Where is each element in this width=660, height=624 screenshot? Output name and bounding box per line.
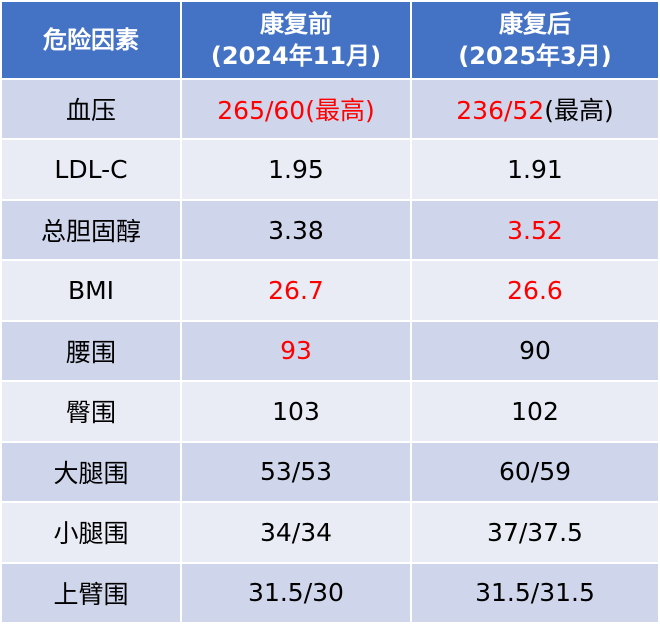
table-row-thigh: 大腿围 53/53 60/59 [2, 442, 658, 502]
cell-factor: 上臂围 [2, 563, 180, 622]
cell-after: 26.6 [412, 261, 658, 320]
cell-before: 34/34 [182, 503, 410, 562]
header-risk-factor-label: 危险因素 [43, 26, 139, 54]
header-after-rehab: 康复后 (2025年3月) [412, 2, 658, 78]
cell-after: 37/37.5 [412, 503, 658, 562]
cell-before: 31.5/30 [182, 563, 410, 622]
table-row-calf: 小腿围 34/34 37/37.5 [2, 503, 658, 562]
cell-before: 93 [182, 321, 410, 381]
header-risk-factor: 危险因素 [2, 2, 180, 78]
table-row-bmi: BMI 26.7 26.6 [2, 261, 658, 320]
table-body: 血压 265/60(最高) 236/52(最高) LDL-C 1.95 1.91… [2, 80, 658, 622]
cell-before-suffix: (最高) [305, 96, 375, 126]
cell-after: 90 [412, 321, 658, 381]
cell-factor: 大腿围 [2, 442, 180, 502]
table-row-ldl-c: LDL-C 1.95 1.91 [2, 140, 658, 199]
table-row-hip: 臀围 103 102 [2, 382, 658, 441]
table-row-upper-arm: 上臂围 31.5/30 31.5/31.5 [2, 563, 658, 622]
cell-factor: 腰围 [2, 321, 180, 381]
cell-factor: 总胆固醇 [2, 200, 180, 260]
table-row-total-cholesterol: 总胆固醇 3.38 3.52 [2, 200, 658, 260]
cell-after-suffix: (最高) [544, 96, 614, 126]
cell-factor: 血压 [2, 80, 180, 139]
cell-after-value: 236/52 [456, 96, 545, 126]
header-row: 危险因素 康复前 (2024年11月) 康复后 (2025年3月) [2, 2, 658, 78]
table-header: 危险因素 康复前 (2024年11月) 康复后 (2025年3月) [2, 2, 658, 78]
cell-after: 1.91 [412, 140, 658, 199]
cell-after: 102 [412, 382, 658, 441]
cell-after: 236/52(最高) [412, 80, 658, 139]
header-before-date: (2024年11月) [210, 42, 382, 70]
cell-factor: 小腿围 [2, 503, 180, 562]
cell-factor: 臀围 [2, 382, 180, 441]
cell-after: 60/59 [412, 442, 658, 502]
cell-factor: BMI [2, 261, 180, 320]
cell-after: 31.5/31.5 [412, 563, 658, 622]
header-after-date: (2025年3月) [458, 42, 612, 70]
table-row-blood-pressure: 血压 265/60(最高) 236/52(最高) [2, 80, 658, 139]
header-after-title: 康复后 [499, 10, 571, 38]
cell-before: 103 [182, 382, 410, 441]
cell-after: 3.52 [412, 200, 658, 260]
header-before-rehab: 康复前 (2024年11月) [182, 2, 410, 78]
cell-before: 1.95 [182, 140, 410, 199]
cell-before: 265/60(最高) [182, 80, 410, 139]
cell-factor: LDL-C [2, 140, 180, 199]
cell-before: 53/53 [182, 442, 410, 502]
cell-before: 3.38 [182, 200, 410, 260]
header-before-title: 康复前 [260, 10, 332, 38]
cell-before: 26.7 [182, 261, 410, 320]
cell-before-value: 265/60 [217, 96, 306, 126]
table-row-waist: 腰围 93 90 [2, 321, 658, 381]
